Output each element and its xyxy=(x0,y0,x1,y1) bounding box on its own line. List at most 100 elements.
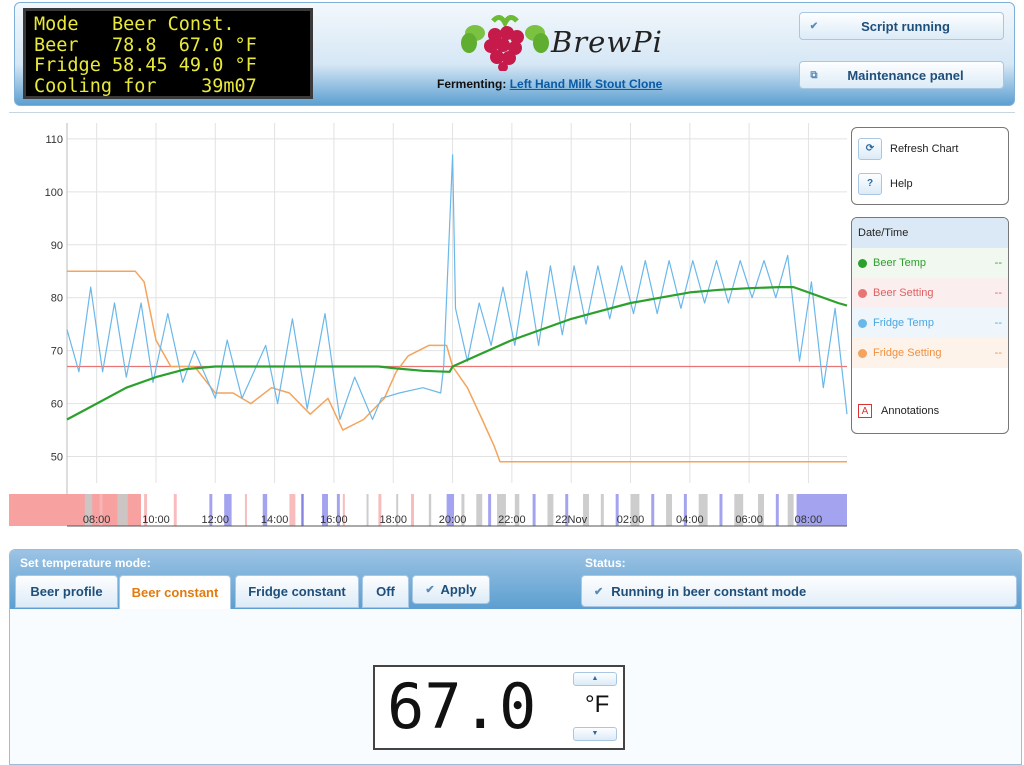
annotations-toggle[interactable]: A Annotations xyxy=(858,404,939,418)
control-panel: Set temperature mode: Status: Beer profi… xyxy=(9,549,1022,765)
apply-button[interactable]: ✔ Apply xyxy=(412,575,490,604)
lcd-line-1: Mode Beer Const. xyxy=(34,14,235,35)
y-tick-label: 90 xyxy=(51,240,63,252)
x-tick-label: 10:00 xyxy=(142,514,170,526)
down-arrow-icon: ▼ xyxy=(591,730,599,737)
x-tick-label: 18:00 xyxy=(379,514,407,526)
maintenance-panel-button[interactable]: ⧉ Maintenance panel xyxy=(799,61,1004,89)
state-band xyxy=(336,494,340,526)
legend-item-fridge-setting[interactable]: Fridge Setting -- xyxy=(852,338,1008,368)
series-line-beer-temp xyxy=(66,286,848,421)
state-band xyxy=(698,494,708,526)
state-band xyxy=(117,494,128,526)
state-band xyxy=(461,494,465,526)
y-tick-label: 60 xyxy=(51,399,63,411)
brewpi-logo-text: BrewPi xyxy=(551,25,663,59)
state-band xyxy=(796,494,847,526)
y-tick-label: 50 xyxy=(51,452,63,464)
check-icon: ✔ xyxy=(809,20,819,32)
header: Mode Beer Const. Beer 78.8 67.0 °F Fridg… xyxy=(14,2,1015,106)
state-band xyxy=(666,494,673,526)
state-band xyxy=(532,494,536,526)
legend-label: Fridge Setting xyxy=(873,347,942,359)
x-tick-label: 04:00 xyxy=(676,514,704,526)
legend-item-beer-setting[interactable]: Beer Setting -- xyxy=(852,278,1008,308)
script-running-button[interactable]: ✔ Script running xyxy=(799,12,1004,40)
help-label: Help xyxy=(890,178,913,190)
state-band xyxy=(378,494,382,526)
state-band xyxy=(396,494,399,526)
state-band xyxy=(488,494,492,526)
temperature-input[interactable]: 67.0 xyxy=(387,670,537,743)
state-band xyxy=(144,494,148,526)
state-band xyxy=(514,494,520,526)
legend-value: -- xyxy=(994,347,1002,359)
up-arrow-icon: ▲ xyxy=(591,675,599,682)
state-band xyxy=(289,494,296,526)
temperature-unit: °F xyxy=(585,691,610,718)
state-band xyxy=(630,494,640,526)
check-icon: ✔ xyxy=(425,584,435,596)
state-band xyxy=(428,494,432,526)
state-band xyxy=(734,494,744,526)
tab-beer-constant[interactable]: Beer constant xyxy=(119,575,231,609)
legend-item-fridge-temp[interactable]: Fridge Temp -- xyxy=(852,308,1008,338)
tab-off[interactable]: Off xyxy=(362,575,409,608)
state-band xyxy=(651,494,655,526)
help-button[interactable]: ? Help xyxy=(858,173,913,195)
legend-label: Beer Temp xyxy=(873,257,926,269)
refresh-chart-button[interactable]: ⟳ Refresh Chart xyxy=(858,138,958,160)
status-title: Status: xyxy=(585,556,626,570)
state-band xyxy=(244,494,247,526)
state-band xyxy=(342,494,345,526)
increase-button[interactable]: ▲ xyxy=(573,672,617,686)
annotations-label: Annotations xyxy=(881,405,940,417)
state-band xyxy=(446,494,455,526)
state-band xyxy=(209,494,213,526)
x-tick-label: 14:00 xyxy=(261,514,289,526)
lcd-line-2: Beer 78.8 67.0 °F xyxy=(34,34,257,56)
beer-setting-dot-icon xyxy=(858,288,867,298)
legend-item-beer-temp[interactable]: Beer Temp -- xyxy=(852,248,1008,278)
legend-value: -- xyxy=(994,317,1002,329)
window-icon: ⧉ xyxy=(810,69,818,81)
chart-controls: ⟳ Refresh Chart ? Help xyxy=(851,127,1009,205)
x-tick-label: 22Nov xyxy=(555,514,587,526)
x-tick-label: 12:00 xyxy=(202,514,230,526)
chart-legend: Date/Time Beer Temp -- Beer Setting -- F… xyxy=(851,217,1009,434)
temperature-chart[interactable]: 50 60 70 80 90 100 110 08:00 10:00 12:00 14:00 16:0… xyxy=(9,113,849,533)
state-band xyxy=(497,494,506,526)
state-band xyxy=(615,494,619,526)
state-band xyxy=(787,494,794,526)
help-icon: ? xyxy=(858,173,882,195)
beer-temp-dot-icon xyxy=(858,258,867,268)
y-tick-label: 110 xyxy=(45,134,63,146)
series-line-fridge-setting xyxy=(67,270,847,463)
state-band xyxy=(366,494,369,526)
lcd-line-3: Fridge 58.45 49.0 °F xyxy=(34,55,257,76)
decrease-button[interactable]: ▼ xyxy=(573,727,617,741)
fermenting-info: Fermenting: Left Hand Milk Stout Clone xyxy=(437,77,662,91)
fermenting-label: Fermenting: xyxy=(437,77,507,91)
annotation-icon: A xyxy=(858,404,872,418)
y-tick-label: 80 xyxy=(51,293,63,305)
maintenance-panel-label: Maintenance panel xyxy=(847,67,964,83)
state-band xyxy=(322,494,328,526)
x-tick-label: 20:00 xyxy=(439,514,467,526)
lcd-line-4: Cooling for 39m07 xyxy=(34,75,257,97)
mode-title: Set temperature mode: xyxy=(20,556,151,570)
apply-label: Apply xyxy=(440,582,477,597)
tab-beer-profile[interactable]: Beer profile xyxy=(15,575,118,608)
state-band xyxy=(99,494,103,526)
legend-value: -- xyxy=(994,257,1002,269)
legend-date-time: Date/Time xyxy=(852,218,1008,248)
state-band xyxy=(262,494,268,526)
beer-name-link[interactable]: Left Hand Milk Stout Clone xyxy=(509,77,663,91)
y-tick-label: 100 xyxy=(45,187,63,199)
x-tick-label: 16:00 xyxy=(320,514,348,526)
tab-fridge-constant[interactable]: Fridge constant xyxy=(235,575,359,608)
fridge-setting-dot-icon xyxy=(858,348,867,358)
check-icon: ✔ xyxy=(594,585,604,598)
status-box: ✔ Running in beer constant mode xyxy=(581,575,1017,607)
state-band xyxy=(224,494,232,526)
